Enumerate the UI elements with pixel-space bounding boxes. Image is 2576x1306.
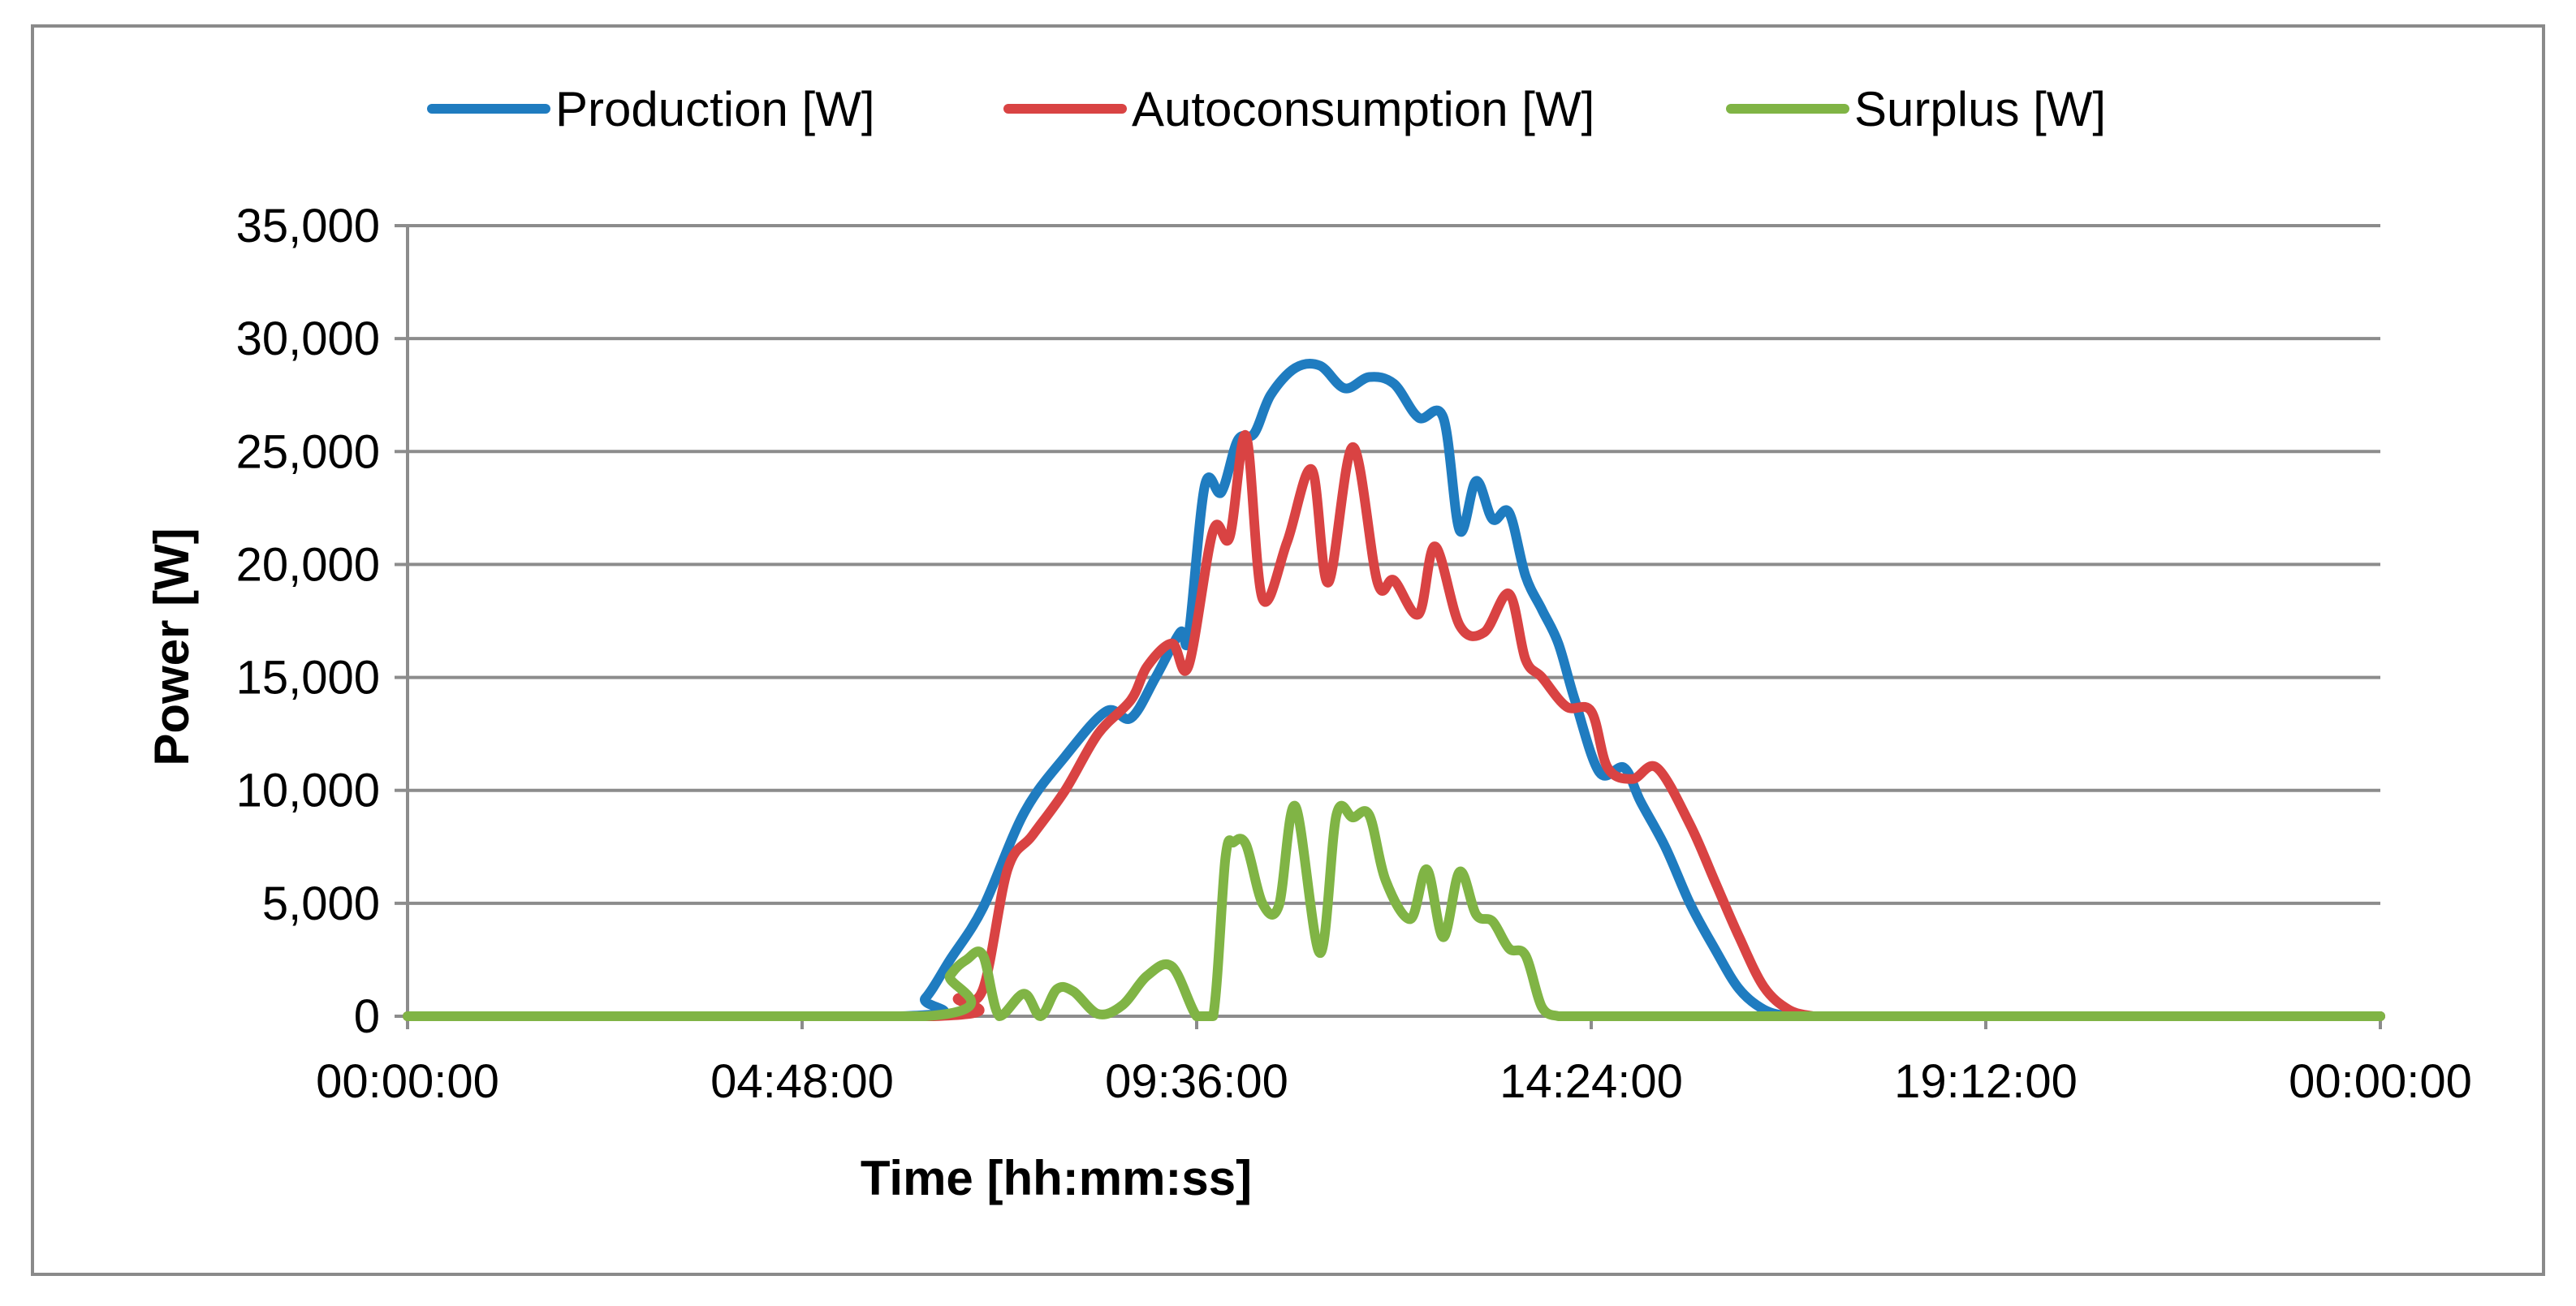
y-tick-label-0: 0	[354, 990, 380, 1043]
x-tick-label-1: 04:48:00	[710, 1055, 894, 1108]
legend-label-surplus: Surplus [W]	[1854, 82, 2106, 136]
y-axis-tick-labels: 0 5,000 10,000 15,000 20,000 25,000 30,000 35,0…	[236, 200, 380, 1043]
y-tick-label-1: 5,000	[262, 877, 380, 930]
y-tick-label-5: 25,000	[236, 425, 380, 478]
x-tick-label-3: 14:24:00	[1499, 1055, 1683, 1108]
y-axis-title: Power [W]	[145, 528, 199, 765]
x-axis-title: Time [hh:mm:ss]	[861, 1151, 1252, 1205]
legend-item-surplus: Surplus [W]	[1726, 82, 2106, 136]
y-tick-label-7: 35,000	[236, 200, 380, 252]
legend-item-production: Production [W]	[427, 82, 875, 136]
y-tick-label-3: 15,000	[236, 652, 380, 705]
x-axis-tick-labels: 00:00:00 04:48:00 09:36:00 14:24:00 19:12:00…	[316, 1055, 2472, 1108]
series-line-surplus	[403, 800, 2385, 1022]
x-tick-label-0: 00:00:00	[316, 1055, 499, 1108]
legend-item-autoconsumption: Autoconsumption [W]	[1003, 82, 1594, 136]
x-tick-label-4: 19:12:00	[1894, 1055, 2078, 1108]
y-tick-label-2: 10,000	[236, 765, 380, 817]
axes	[395, 224, 2382, 1029]
x-tick-label-5: 00:00:00	[2289, 1055, 2472, 1108]
gridlines	[408, 224, 2380, 905]
y-tick-label-4: 20,000	[236, 538, 380, 591]
x-tick-label-2: 09:36:00	[1105, 1055, 1288, 1108]
legend: Production [W] Autoconsumption [W] Surpl…	[427, 82, 2106, 136]
series-line-production	[403, 359, 2385, 1022]
chart-canvas: Production [W] Autoconsumption [W] Surpl…	[145, 82, 2472, 1205]
chart-frame: Production [W] Autoconsumption [W] Surpl…	[31, 24, 2545, 1276]
series-line-autoconsumption	[403, 430, 2385, 1022]
legend-label-production: Production [W]	[555, 82, 875, 136]
legend-label-autoconsumption: Autoconsumption [W]	[1132, 82, 1594, 136]
y-tick-label-6: 30,000	[236, 312, 380, 365]
data-series	[403, 359, 2385, 1022]
